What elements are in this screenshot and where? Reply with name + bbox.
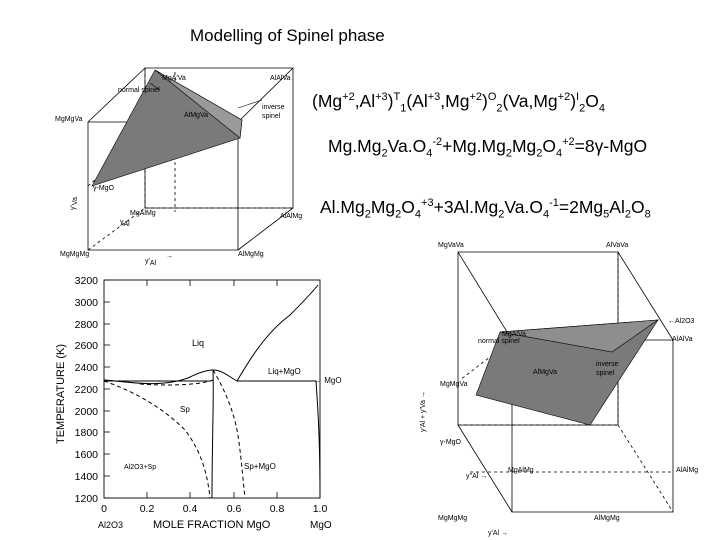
corner-alvava: AlVaVa [606, 242, 628, 249]
label-inverse-spinel-2: spinel [262, 113, 281, 120]
label-inverse-spinel-1: inverse [262, 104, 285, 111]
corner-mgalmg: MgAlMg [130, 210, 156, 217]
corner-mgvava: MgVaVa [438, 242, 464, 249]
region-liq-mgo: Liq+MgO [268, 367, 301, 376]
mgo-solvus [315, 380, 321, 499]
region-sp-mgo: Sp+MgO [244, 462, 276, 471]
axis-x-arrow: → [166, 253, 173, 260]
label-al2o3: ←Al2O3 [668, 318, 695, 325]
equation-gamma-mgo: Mg.Mg2Va.O4-2+Mg.Mg2Mg2O4+2=8γ-MgO [328, 136, 648, 160]
corner-mgava: MgA'Va [162, 75, 186, 82]
x-tick: 0.8 [270, 503, 285, 515]
x-tick: 0 [101, 503, 107, 515]
corner-alalva: AlAlVa [270, 75, 291, 82]
region-sp: Sp [180, 405, 190, 414]
corner-mgmgva: MgMgVa [440, 381, 468, 388]
y-tick: 2200 [75, 384, 99, 396]
x-tick: 0.2 [140, 503, 155, 515]
corner-alalmg: AlAlMg [280, 213, 302, 220]
corner-mgmgmg: MgMgMg [438, 515, 467, 522]
axis-z-al: yAl [120, 219, 130, 228]
spinel-solvus-right [212, 369, 246, 499]
y-tick: 1200 [75, 493, 99, 505]
y-tick: 2400 [75, 362, 99, 374]
corner-mgmgva: MgMgVa [55, 116, 83, 123]
region-mgo: ← MgO [314, 376, 342, 385]
axis-x-al: y'Al [145, 258, 157, 267]
y-tick: 1400 [75, 471, 99, 483]
x-left-comp: Al2O3 [98, 520, 123, 530]
liquidus-spinel [103, 369, 238, 385]
label-inverse-spinel-1: inverse [596, 361, 619, 368]
label-inverse-spinel-2: spinel [596, 370, 615, 377]
label-normal-spinel: normal spinel [478, 338, 520, 345]
y-tick: 3000 [75, 297, 99, 309]
page-title: Modelling of Spinel phase [190, 26, 385, 45]
spinel-solvus-left [103, 380, 211, 499]
label-normal-spinel: normal spinel [118, 87, 160, 94]
label-gamma-mgo: γ-MgO [440, 439, 462, 446]
x-tick: 0.4 [183, 503, 198, 515]
y-tick: 1600 [75, 449, 99, 461]
liquidus-mgo [236, 284, 319, 382]
region-liq: Liq [192, 338, 204, 348]
y-tick: 2600 [75, 340, 99, 352]
axis-y-sum: y'Al + y'Va → [420, 391, 427, 432]
corner-almgva: AlMgVa [184, 112, 208, 119]
corner-mgalmg: MgAlMg [508, 467, 534, 474]
axis-y-va: y'Va [70, 197, 79, 210]
x-tick: 1.0 [313, 503, 328, 515]
corner-almgmg: AlMgMg [238, 251, 264, 258]
y-tick: 3200 [75, 275, 99, 287]
corner-alalmg: AlAlMg [676, 467, 698, 474]
equation-al-mg-oxide: Al.Mg2Mg2O4+3+3Al.Mg2Va.O4-1=2Mg5Al2O8 [320, 197, 651, 221]
y-tick-labels: 1200 1400 1600 1800 2000 2200 2400 2600 … [75, 275, 99, 505]
label-gamma-mgo: γ-MgO [93, 185, 115, 192]
corner-mgmgmg: MgMgMg [60, 251, 89, 258]
y-tick: 2800 [75, 319, 99, 331]
axis-x-al: y'Al → [488, 530, 508, 537]
y-tick: 1800 [75, 427, 99, 439]
corner-almgva: AlMgVa [533, 369, 557, 376]
y-tick: 2000 [75, 406, 99, 418]
x-tick: 0.6 [227, 503, 242, 515]
y-axis-label: TEMPERATURE (K) [55, 344, 67, 444]
region-al2o3-sp: Al2O3+Sp [124, 464, 156, 471]
axis-z-al: y''Al → [466, 473, 487, 480]
sublattice-formula: (Mg+2,Al+3)T1(Al+3,Mg+2)O2(Va,Mg+2)I2O4 [312, 91, 605, 115]
corner-almgmg: AlMgMg [594, 515, 620, 522]
spinel-solvus-mid [211, 369, 214, 499]
x-axis-label: MOLE FRACTION MgO [153, 519, 271, 531]
corner-alalva: AlAlVa [672, 336, 693, 343]
corner-mgalva: MgAlVa [502, 331, 526, 338]
x-right-comp: MgO [310, 520, 332, 531]
